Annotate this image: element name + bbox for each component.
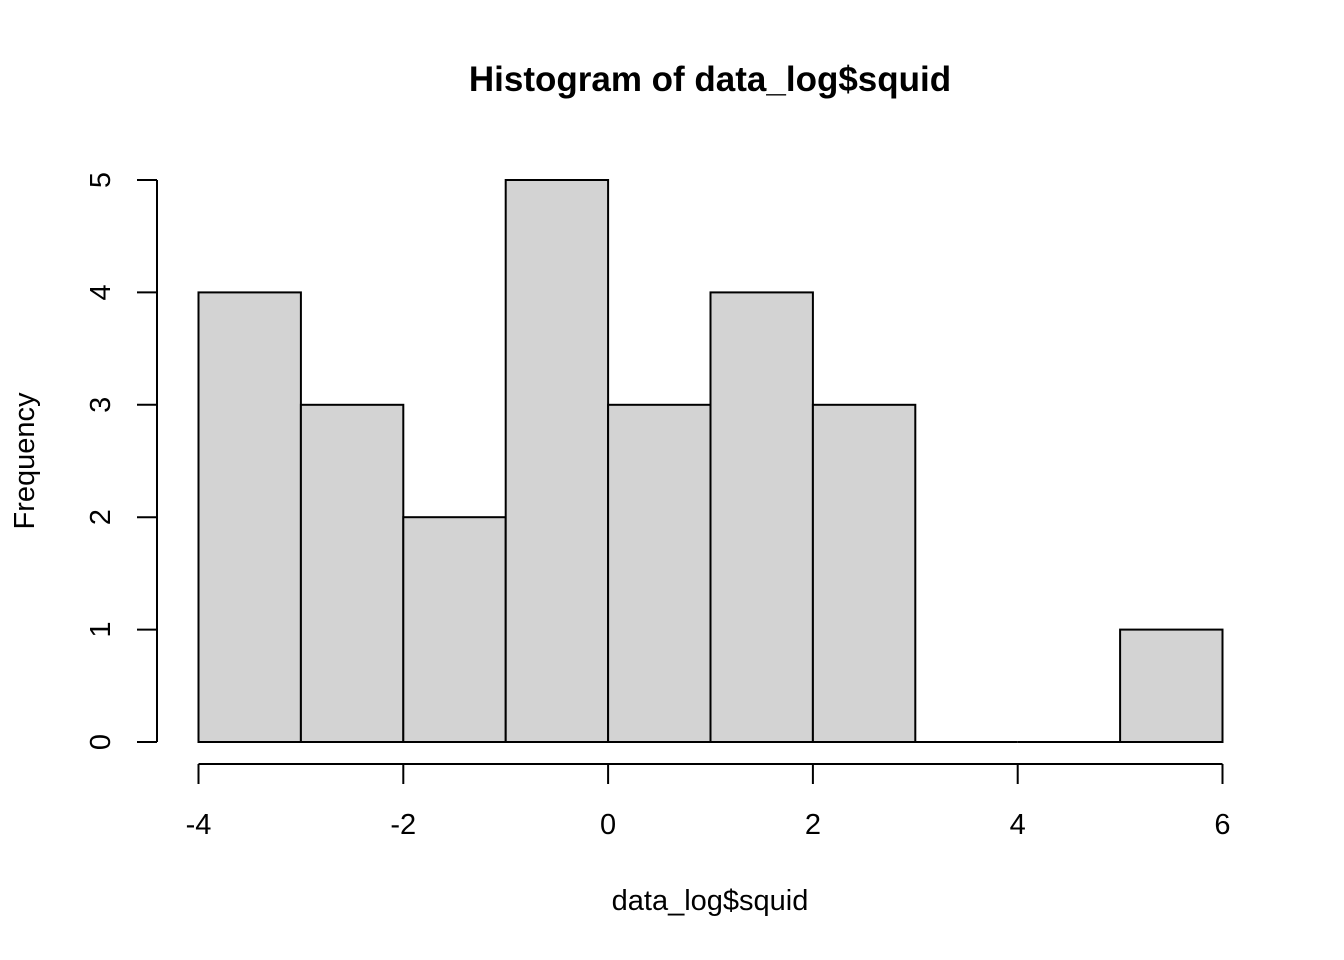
x-tick-label: 2 [805,809,821,841]
y-tick-label: 0 [85,734,117,750]
bars-group [197,179,1224,744]
histogram-bar [299,403,405,743]
histogram-bar [607,403,712,743]
y-tick-label: 2 [85,509,117,525]
histogram-bar [709,291,814,743]
y-tick-label: 4 [85,284,117,300]
histogram-bar [402,516,507,744]
y-tick-label: 5 [85,172,117,188]
x-axis: -4 -2 0 2 4 6 [186,763,1231,841]
y-tick-label: 1 [85,622,117,638]
x-tick-label: 0 [600,809,616,841]
histogram-bar [811,403,917,743]
x-axis-label: data_log$squid [612,885,809,917]
x-tick-label: -4 [186,809,212,841]
y-axis: 0 1 2 3 4 5 [85,172,158,750]
y-tick-label: 3 [85,397,117,413]
histogram-bar [504,179,610,743]
chart-title: Histogram of data_log$squid [469,60,951,99]
x-tick-label: -2 [390,809,416,841]
x-tick-label: 4 [1010,809,1026,841]
histogram-bar [197,291,302,743]
y-axis-label: Frequency [9,392,41,530]
histogram-bar [1119,628,1224,743]
x-tick-label: 6 [1214,809,1230,841]
